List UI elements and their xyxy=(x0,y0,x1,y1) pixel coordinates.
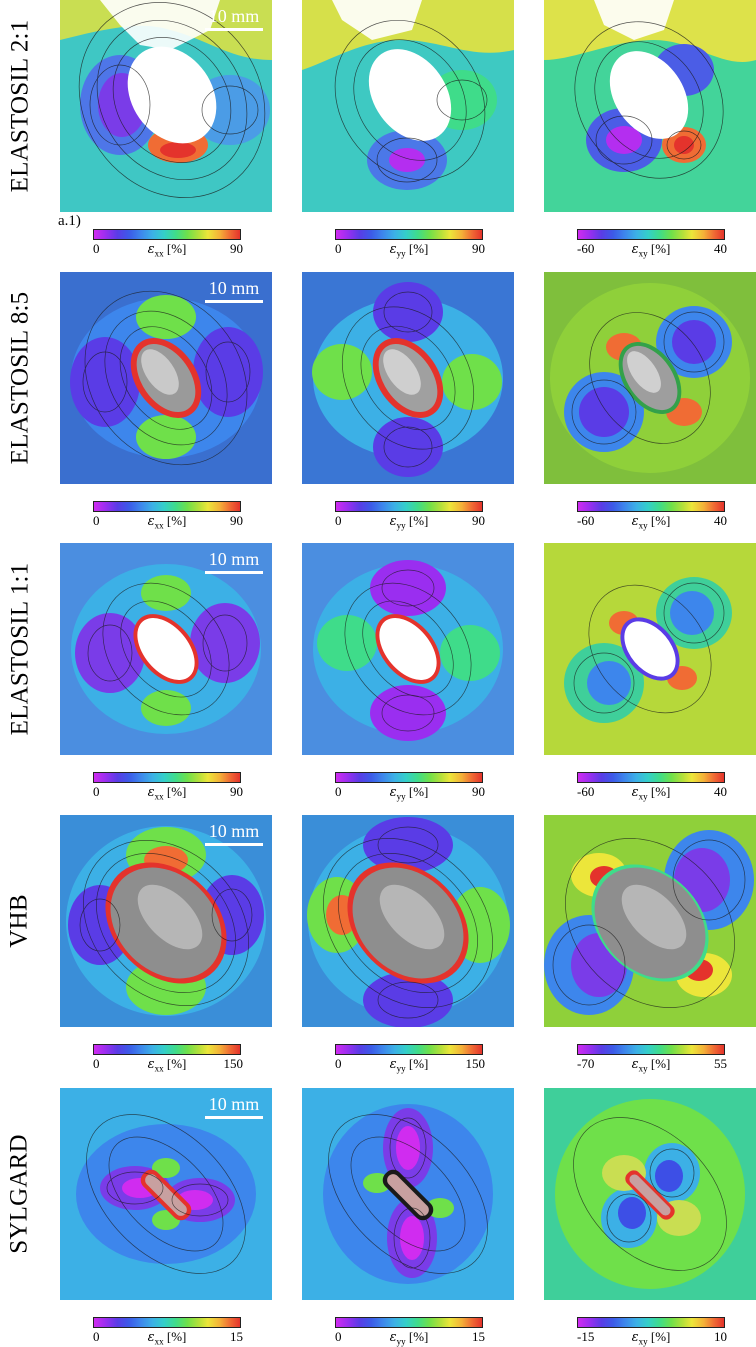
strain-map-exy xyxy=(544,0,756,212)
colorbar-exx: 0 εxx [%] 150 xyxy=(93,1044,243,1074)
colorbar-eyy: 0 εyy [%] 90 xyxy=(335,229,485,259)
row-label: SYLGARD xyxy=(6,1134,33,1254)
strain-map-exx xyxy=(60,815,272,1027)
colorbar-exy: -60 εxy [%] 40 xyxy=(577,229,727,259)
colorbar-eyy: 0 εyy [%] 90 xyxy=(335,501,485,531)
colorbar-exy: -60 εxy [%] 40 xyxy=(577,772,727,802)
figure-row: ELASTOSIL 1:1 10 mm xyxy=(0,543,756,813)
figure-row: ELASTOSIL 2:1 10 mm xyxy=(0,0,756,270)
strain-map-exx xyxy=(60,1088,272,1300)
row-label: VHB xyxy=(6,894,34,948)
strain-map-exx xyxy=(60,543,272,755)
colorbar-exx: 0 εxx [%] 90 xyxy=(93,229,243,259)
strain-map-eyy xyxy=(302,272,514,484)
colorbar-exx: 0 εxx [%] 90 xyxy=(93,772,243,802)
strain-map-eyy xyxy=(302,543,514,755)
strain-map-exy xyxy=(544,1088,756,1300)
row-label: ELASTOSIL 8:5 xyxy=(6,291,33,465)
colorbar-exy: -60 εxy [%] 40 xyxy=(577,501,727,531)
figure-row: VHB 10 mm xyxy=(0,815,756,1085)
colorbar-exy: -70 εxy [%] 55 xyxy=(577,1044,727,1074)
strain-map-eyy xyxy=(302,1088,514,1300)
colorbar-exy: -15 εxy [%] 10 xyxy=(577,1317,727,1347)
colorbar-eyy: 0 εyy [%] 15 xyxy=(335,1317,485,1347)
figure-row: SYLGARD 10 mm xyxy=(0,1088,756,1347)
strain-map-exx xyxy=(60,0,272,212)
subfigure-label: a.1) xyxy=(58,213,81,229)
strain-map-eyy xyxy=(302,0,514,212)
row-label: ELASTOSIL 2:1 xyxy=(6,19,33,193)
strain-map-exy xyxy=(544,543,756,755)
colorbar-eyy: 0 εyy [%] 150 xyxy=(335,1044,485,1074)
strain-map-exx xyxy=(60,272,272,484)
strain-map-exy xyxy=(544,815,756,1027)
strain-map-eyy xyxy=(302,815,514,1027)
colorbar-exx: 0 εxx [%] 90 xyxy=(93,501,243,531)
colorbar-eyy: 0 εyy [%] 90 xyxy=(335,772,485,802)
row-label: ELASTOSIL 1:1 xyxy=(6,562,33,736)
strain-map-exy xyxy=(544,272,756,484)
figure-row: ELASTOSIL 8:5 10 mm xyxy=(0,272,756,542)
colorbar-exx: 0 εxx [%] 15 xyxy=(93,1317,243,1347)
